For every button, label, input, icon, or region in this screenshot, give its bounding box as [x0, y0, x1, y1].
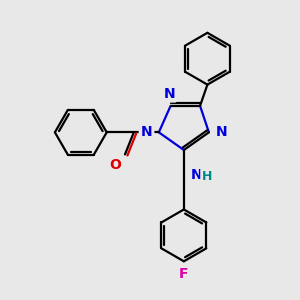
Text: F: F [179, 267, 189, 280]
Text: N: N [215, 125, 227, 139]
Text: H: H [202, 170, 212, 183]
Text: N: N [141, 125, 152, 139]
Text: N: N [191, 168, 203, 182]
Text: N: N [163, 86, 175, 100]
Text: O: O [110, 158, 122, 172]
